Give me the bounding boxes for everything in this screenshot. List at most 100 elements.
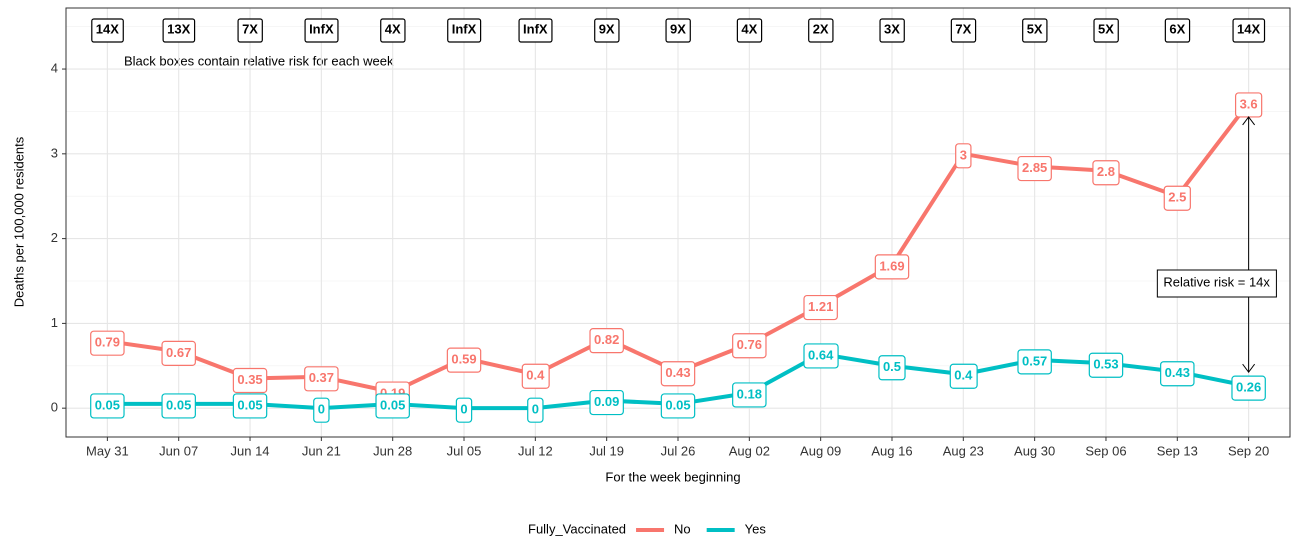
risk-label: 9X <box>670 21 686 36</box>
risk-box: 13X <box>162 18 196 43</box>
data-label-box: 0.67 <box>161 340 196 366</box>
x-tick-label: Jul 26 <box>661 443 696 458</box>
data-label-box: 1.21 <box>803 294 838 321</box>
data-label: 0.79 <box>95 335 120 350</box>
data-label-box: 2.5 <box>1163 185 1191 211</box>
risk-box: InfX <box>447 18 482 43</box>
risk-label: 7X <box>955 21 971 36</box>
legend-title: Fully_Vaccinated <box>528 521 626 536</box>
data-label: 0.5 <box>883 359 901 374</box>
risk-box-frame <box>162 18 196 43</box>
data-label: 0.76 <box>737 337 762 352</box>
data-label-box: 0.05 <box>90 393 125 419</box>
data-label-box: 0.79 <box>90 330 125 356</box>
x-tick-label: Jul 19 <box>589 443 624 458</box>
data-label-frame <box>1088 352 1124 378</box>
annotation: Black boxes contain relative risk for ea… <box>124 53 394 68</box>
risk-box: 7X <box>950 18 977 43</box>
data-label: 0.64 <box>808 347 834 362</box>
risk-label: 9X <box>599 21 615 36</box>
x-tick-label: Jun 21 <box>302 443 341 458</box>
data-label-frame <box>232 367 268 394</box>
x-tick-label: Sep 20 <box>1228 443 1269 458</box>
data-label: 2.5 <box>1168 190 1186 205</box>
arrow-head <box>1242 116 1256 373</box>
risk-label: InfX <box>309 21 334 36</box>
arrow-label: Relative risk = 14x <box>1163 274 1270 289</box>
data-label-frame <box>732 382 767 408</box>
data-label: 0.05 <box>166 397 191 412</box>
risk-box-frame <box>665 18 691 43</box>
data-label-box: 0.05 <box>161 393 196 419</box>
risk-box: 14X <box>91 18 124 43</box>
data-label-box: 0.37 <box>304 366 339 392</box>
data-label-box: 0.82 <box>589 328 624 354</box>
data-label: 3.6 <box>1240 96 1258 111</box>
risk-label: 14X <box>96 21 119 36</box>
risk-box: 3X <box>879 18 905 43</box>
y-axis-label: Deaths per 100,000 residents <box>11 136 26 307</box>
data-label-box: 0.59 <box>446 347 482 373</box>
risk-label: 5X <box>1098 21 1114 36</box>
x-tick-label: Aug 16 <box>871 443 912 458</box>
x-tick-label: Jun 28 <box>373 443 412 458</box>
data-label-frame <box>90 393 125 419</box>
data-label-box: 0.57 <box>1017 349 1052 375</box>
data-label: 0.67 <box>166 345 191 360</box>
data-label-frame <box>455 397 473 423</box>
risk-label: 3X <box>884 21 900 36</box>
data-label-frame <box>589 328 624 354</box>
data-label-box: 0.76 <box>732 333 767 359</box>
data-label-frame <box>660 361 696 387</box>
legend-label: Yes <box>745 521 767 536</box>
risk-box: 14X <box>1232 18 1266 43</box>
data-label: 0.57 <box>1022 353 1047 368</box>
data-label-box: 0 <box>527 397 544 423</box>
data-label: 0 <box>460 402 467 417</box>
data-label-frame <box>949 363 978 389</box>
data-label-frame <box>955 143 972 169</box>
data-label: 1.21 <box>808 299 833 314</box>
data-label: 0.37 <box>309 370 334 385</box>
x-tick-label: Jun 07 <box>159 443 198 458</box>
data-label-box: 3.6 <box>1234 92 1263 118</box>
data-label-box: 0.43 <box>660 361 696 387</box>
arrow-label-frame <box>1156 269 1277 298</box>
data-label-frame <box>874 254 910 280</box>
risk-box: InfX <box>304 18 339 43</box>
y-tick-label: 1 <box>51 315 58 330</box>
data-label-box: 0 <box>313 397 330 423</box>
data-label-frame <box>589 389 624 416</box>
data-label-frame <box>803 343 839 369</box>
risk-box-frame <box>1093 18 1119 43</box>
data-label-box: 0.18 <box>732 382 767 408</box>
data-label-frame <box>313 397 330 423</box>
y-tick-label: 3 <box>51 145 58 160</box>
data-label: 0.59 <box>451 352 476 367</box>
x-tick-label: Aug 30 <box>1014 443 1055 458</box>
x-tick-label: Aug 23 <box>943 443 984 458</box>
risk-box-frame <box>518 18 553 43</box>
risk-label: 13X <box>167 21 190 36</box>
data-label: 0.18 <box>737 386 762 401</box>
data-label: 2.8 <box>1097 164 1115 179</box>
data-label-box: 0.26 <box>1231 375 1266 401</box>
data-label-frame <box>1160 361 1195 387</box>
risk-box: 7X <box>237 18 263 43</box>
risk-box: 5X <box>1093 18 1119 43</box>
data-label: 0 <box>532 402 539 417</box>
data-label-frame <box>803 294 838 321</box>
data-label-frame <box>304 366 339 392</box>
risk-box-frame <box>304 18 339 43</box>
y-tick-label: 0 <box>51 400 58 415</box>
risk-box: 6X <box>1164 18 1191 43</box>
data-label-box: 0.05 <box>375 393 410 419</box>
data-label: 0.82 <box>594 332 619 347</box>
risk-box-frame <box>1022 18 1048 43</box>
risk-label: 6X <box>1169 21 1185 36</box>
data-label-frame <box>446 347 482 373</box>
data-label-frame <box>521 363 550 389</box>
data-label: 0.05 <box>665 397 690 412</box>
data-label-frame <box>1092 160 1120 186</box>
